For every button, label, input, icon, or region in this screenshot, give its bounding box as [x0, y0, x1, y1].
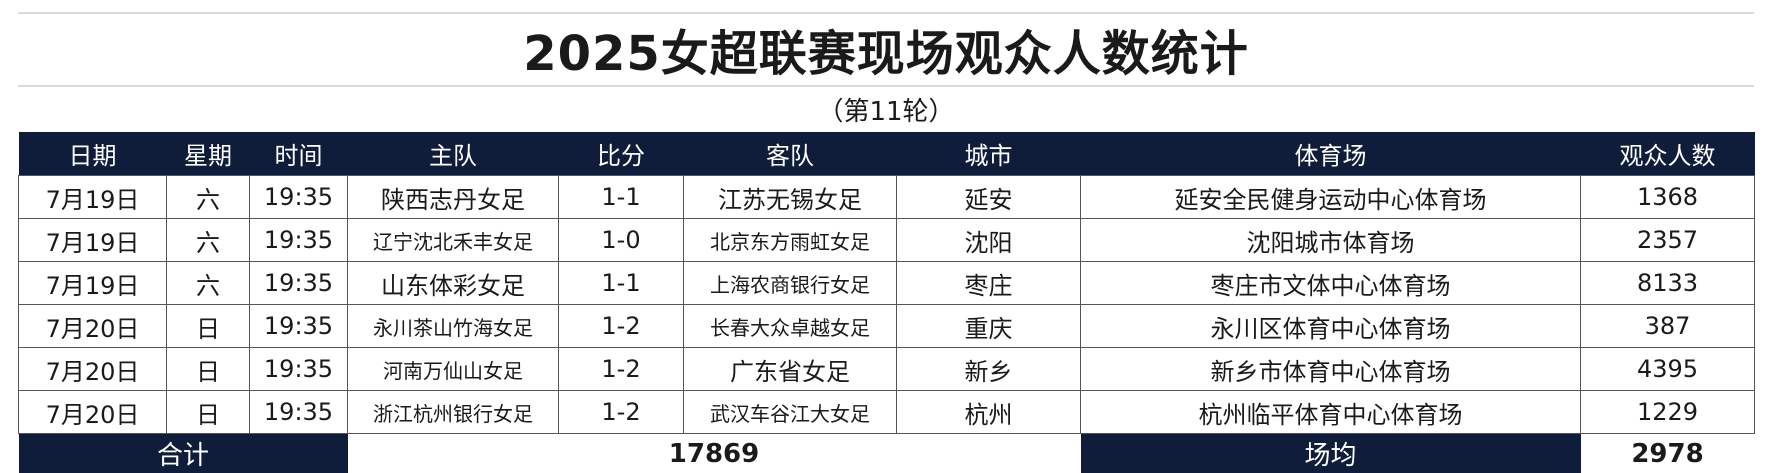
table-cell: 19:35 — [250, 176, 348, 219]
table-cell: 永川茶山竹海女足 — [348, 305, 559, 348]
table-cell: 19:35 — [250, 219, 348, 262]
table-cell: 江苏无锡女足 — [684, 176, 897, 219]
table-cell: 广东省女足 — [684, 348, 897, 391]
table-cell: 枣庄 — [897, 262, 1081, 305]
table-cell: 7月19日 — [19, 262, 167, 305]
table-header-row: 日期星期时间主队比分客队城市体育场观众人数 — [19, 132, 1755, 176]
table-cell: 六 — [167, 219, 250, 262]
table-cell: 19:35 — [250, 262, 348, 305]
column-header: 体育场 — [1081, 132, 1581, 176]
table-cell: 7月20日 — [19, 391, 167, 434]
table-cell: 1-2 — [559, 391, 684, 434]
table-cell: 新乡 — [897, 348, 1081, 391]
table-cell: 陕西志丹女足 — [348, 176, 559, 219]
table-cell: 延安 — [897, 176, 1081, 219]
table-cell: 日 — [167, 348, 250, 391]
table-cell: 上海农商银行女足 — [684, 262, 897, 305]
page-subtitle: （第11轮） — [18, 88, 1754, 130]
table-cell: 7月20日 — [19, 305, 167, 348]
table-cell: 永川区体育中心体育场 — [1081, 305, 1581, 348]
table-cell: 辽宁沈北禾丰女足 — [348, 219, 559, 262]
column-header: 主队 — [348, 132, 559, 176]
table-cell: 六 — [167, 262, 250, 305]
table-cell: 杭州临平体育中心体育场 — [1081, 391, 1581, 434]
column-header: 星期 — [167, 132, 250, 176]
column-header: 观众人数 — [1581, 132, 1755, 176]
average-value: 2978 — [1581, 434, 1755, 473]
total-label: 合计 — [19, 434, 348, 473]
table-cell: 杭州 — [897, 391, 1081, 434]
table-cell: 日 — [167, 305, 250, 348]
table-cell: 4395 — [1581, 348, 1755, 391]
total-value: 17869 — [348, 434, 1081, 473]
table-cell: 北京东方雨虹女足 — [684, 219, 897, 262]
table-cell: 1368 — [1581, 176, 1755, 219]
table-cell: 1-2 — [559, 348, 684, 391]
table-cell: 1-0 — [559, 219, 684, 262]
divider — [18, 85, 1754, 87]
table-cell: 枣庄市文体中心体育场 — [1081, 262, 1581, 305]
table-cell: 山东体彩女足 — [348, 262, 559, 305]
total-row: 合计 17869 场均 2978 — [19, 434, 1755, 473]
column-header: 比分 — [559, 132, 684, 176]
average-label: 场均 — [1081, 434, 1581, 473]
table-cell: 7月19日 — [19, 176, 167, 219]
column-header: 城市 — [897, 132, 1081, 176]
table-cell: 19:35 — [250, 305, 348, 348]
table-cell: 1-1 — [559, 262, 684, 305]
column-header: 时间 — [250, 132, 348, 176]
table-cell: 7月20日 — [19, 348, 167, 391]
table-cell: 1-2 — [559, 305, 684, 348]
table-cell: 2357 — [1581, 219, 1755, 262]
page-title: 2025女超联赛现场观众人数统计 — [18, 14, 1754, 84]
column-header: 客队 — [684, 132, 897, 176]
table-cell: 武汉车谷江大女足 — [684, 391, 897, 434]
column-header: 日期 — [19, 132, 167, 176]
table-cell: 新乡市体育中心体育场 — [1081, 348, 1581, 391]
table-cell: 重庆 — [897, 305, 1081, 348]
table-cell: 浙江杭州银行女足 — [348, 391, 559, 434]
table-cell: 沈阳城市体育场 — [1081, 219, 1581, 262]
table-cell: 六 — [167, 176, 250, 219]
table-cell: 1229 — [1581, 391, 1755, 434]
table-cell: 河南万仙山女足 — [348, 348, 559, 391]
table-cell: 1-1 — [559, 176, 684, 219]
table-cell: 387 — [1581, 305, 1755, 348]
table-cell: 沈阳 — [897, 219, 1081, 262]
table-cell: 延安全民健身运动中心体育场 — [1081, 176, 1581, 219]
table-cell: 19:35 — [250, 391, 348, 434]
table-cell: 长春大众卓越女足 — [684, 305, 897, 348]
table-cell: 7月19日 — [19, 219, 167, 262]
table-cell: 19:35 — [250, 348, 348, 391]
table-cell: 8133 — [1581, 262, 1755, 305]
table-cell: 日 — [167, 391, 250, 434]
